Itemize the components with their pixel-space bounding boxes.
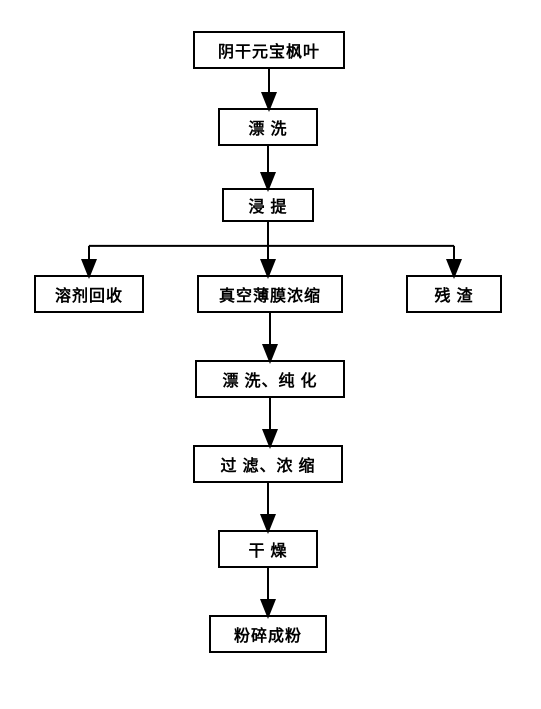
flow-node-n7: 漂 洗、纯 化	[195, 360, 345, 398]
flow-node-n6: 残 渣	[406, 275, 502, 313]
flowchart-connectors	[0, 0, 541, 709]
flow-node-label: 漂 洗	[248, 115, 287, 139]
flow-node-label: 残 渣	[434, 282, 473, 306]
flow-node-label: 过 滤、浓 缩	[220, 452, 315, 476]
flow-node-n3: 浸 提	[222, 188, 314, 222]
flow-node-label: 真空薄膜浓缩	[219, 282, 321, 306]
flow-node-n5: 真空薄膜浓缩	[197, 275, 343, 313]
flow-node-n8: 过 滤、浓 缩	[193, 445, 343, 483]
flow-node-label: 浸 提	[248, 193, 287, 217]
flow-node-n1: 阴干元宝枫叶	[193, 31, 345, 69]
flow-node-label: 溶剂回收	[55, 282, 123, 306]
flow-node-label: 阴干元宝枫叶	[218, 38, 320, 62]
flow-node-n2: 漂 洗	[218, 108, 318, 146]
flow-node-label: 粉碎成粉	[234, 622, 302, 646]
flow-node-label: 干 燥	[248, 537, 287, 561]
flow-node-n4: 溶剂回收	[34, 275, 144, 313]
flow-node-label: 漂 洗、纯 化	[222, 367, 317, 391]
flow-node-n10: 粉碎成粉	[209, 615, 327, 653]
flow-node-n9: 干 燥	[218, 530, 318, 568]
